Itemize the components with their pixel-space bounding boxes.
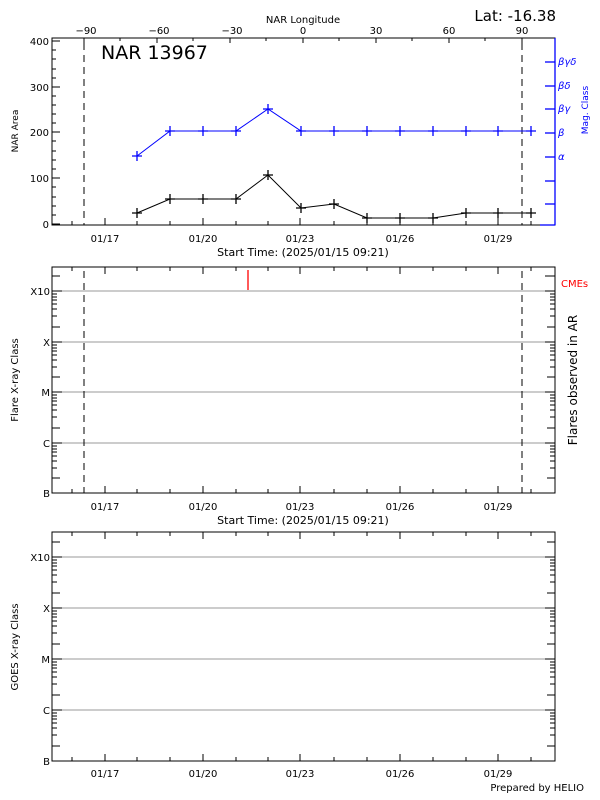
nar-area-panel: NAR 13967 −90 −60 −30 0 30 60 90 (11, 26, 591, 259)
svg-text:B: B (43, 489, 50, 500)
svg-text:X: X (43, 604, 50, 615)
mag-class-ticks (545, 61, 555, 205)
svg-text:100: 100 (30, 174, 49, 185)
longitude-ticks (83, 38, 523, 43)
latitude-label: Lat: -16.38 (474, 7, 556, 25)
svg-text:01/17: 01/17 (91, 769, 120, 780)
mag-class-axis-label: Mag. Class (581, 85, 591, 134)
svg-text:01/29: 01/29 (484, 502, 513, 513)
top-date-tick-labels: 01/17 01/20 01/23 01/26 01/29 (91, 234, 513, 245)
area-y-ticks (52, 40, 60, 225)
goes-class-gridlines (52, 556, 555, 711)
svg-text:01/29: 01/29 (484, 769, 513, 780)
goes-class-ticks-left (52, 541, 62, 747)
middle-x-axis-label: Start Time: (2025/01/15 09:21) (217, 514, 389, 527)
area-y-axis-label: NAR Area (11, 110, 21, 153)
svg-text:200: 200 (30, 128, 49, 139)
svg-text:300: 300 (30, 83, 49, 94)
svg-text:X10: X10 (30, 287, 50, 298)
svg-text:01/20: 01/20 (189, 502, 218, 513)
svg-text:−60: −60 (148, 26, 169, 37)
flare-class-gridlines (52, 290, 555, 444)
svg-text:βδ: βδ (557, 81, 571, 92)
area-line (136, 174, 531, 219)
svg-text:βγ: βγ (557, 104, 571, 115)
svg-text:01/26: 01/26 (386, 502, 415, 513)
flare-class-tick-labels: B C M X X10 (30, 287, 50, 500)
svg-text:0: 0 (43, 220, 49, 231)
svg-text:0: 0 (300, 26, 306, 37)
svg-text:01/20: 01/20 (189, 234, 218, 245)
svg-text:βγδ: βγδ (557, 57, 576, 68)
svg-text:01/26: 01/26 (386, 234, 415, 245)
footer-credit: Prepared by HELIO (490, 783, 584, 794)
svg-text:400: 400 (30, 37, 49, 48)
svg-text:C: C (43, 706, 50, 717)
area-markers (132, 170, 536, 223)
middle-panel-frame (51, 266, 556, 494)
svg-text:90: 90 (516, 26, 529, 37)
cmes-legend-label: CMEs (561, 279, 588, 290)
svg-text:01/17: 01/17 (91, 502, 120, 513)
region-title: NAR 13967 (101, 42, 208, 64)
svg-text:B: B (43, 757, 50, 768)
svg-text:C: C (43, 439, 50, 450)
svg-text:X10: X10 (30, 553, 50, 564)
svg-text:01/29: 01/29 (484, 234, 513, 245)
svg-text:60: 60 (443, 26, 456, 37)
goes-class-tick-labels: B C M X X10 (30, 553, 50, 768)
svg-text:M: M (41, 388, 50, 399)
svg-text:α: α (558, 152, 565, 163)
mag-class-markers (132, 104, 536, 161)
goes-class-axis-label: GOES X-ray Class (10, 603, 21, 690)
goes-class-ticks-right (545, 541, 555, 747)
flare-class-ticks-left (52, 275, 62, 479)
longitude-tick-labels: −90 −60 −30 0 30 60 90 (75, 26, 528, 37)
goes-panel: B C M X X10 GOES X-ray Class 01/17 01/20… (10, 531, 556, 780)
flare-class-ticks-right (545, 275, 555, 479)
svg-text:X: X (43, 338, 50, 349)
svg-text:01/20: 01/20 (189, 769, 218, 780)
area-y-tick-labels: 0 100 200 300 400 (30, 37, 49, 231)
svg-text:01/23: 01/23 (286, 234, 315, 245)
top-x-axis-label: Start Time: (2025/01/15 09:21) (217, 246, 389, 259)
svg-text:β: β (557, 128, 565, 139)
svg-text:01/17: 01/17 (91, 234, 120, 245)
flares-observed-axis-label: Flares observed in AR (566, 315, 580, 445)
top-date-ticks (71, 218, 532, 225)
svg-text:−30: −30 (221, 26, 242, 37)
svg-text:30: 30 (370, 26, 383, 37)
middle-date-tick-labels: 01/17 01/20 01/23 01/26 01/29 (91, 502, 513, 513)
bottom-date-tick-labels: 01/17 01/20 01/23 01/26 01/29 (91, 769, 513, 780)
svg-text:01/26: 01/26 (386, 769, 415, 780)
svg-text:01/23: 01/23 (286, 769, 315, 780)
mag-class-tick-labels: α β βγ βδ βγδ (557, 57, 576, 163)
svg-text:M: M (41, 655, 50, 666)
svg-text:−90: −90 (75, 26, 96, 37)
svg-text:01/23: 01/23 (286, 502, 315, 513)
flares-panel: B C M X X10 Flare X-ray Class Flares obs… (10, 266, 588, 527)
flare-class-axis-label: Flare X-ray Class (10, 338, 21, 422)
bottom-panel-frame (51, 531, 556, 762)
longitude-axis-title: NAR Longitude (266, 15, 340, 26)
